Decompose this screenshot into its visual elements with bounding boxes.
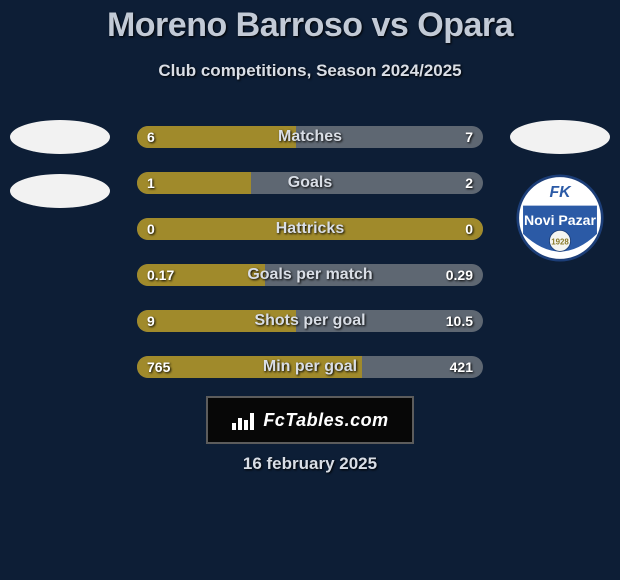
bars-icon [231,409,257,431]
value-right: 0.29 [446,264,473,286]
value-right: 7 [465,126,473,148]
value-right: 421 [450,356,473,378]
value-right: 0 [465,218,473,240]
svg-text:FK: FK [549,184,572,201]
stat-row: 1Goals2 [137,172,483,194]
right-team-logos: FK Novi Pazar 1928 [510,120,610,262]
stat-row: 0Hattricks0 [137,218,483,240]
value-right: 10.5 [446,310,473,332]
fctables-label: FcTables.com [263,410,388,431]
stat-rows: 6Matches7 1Goals2 0Hattricks0 0.17Goals per… [137,126,483,402]
row-label: Hattricks [137,218,483,240]
svg-text:Novi Pazar: Novi Pazar [524,212,597,228]
team-logo-placeholder [10,174,110,208]
row-label: Goals per match [137,264,483,286]
fctables-badge: FcTables.com [206,396,414,444]
svg-text:1928: 1928 [551,237,569,246]
team-logo-placeholder [10,120,110,154]
date-label: 16 february 2025 [0,454,620,474]
page-title: Moreno Barroso vs Opara [0,0,620,45]
row-label: Goals [137,172,483,194]
stat-row: 6Matches7 [137,126,483,148]
value-right: 2 [465,172,473,194]
row-label: Matches [137,126,483,148]
container: Moreno Barroso vs Opara Club competition… [0,0,620,580]
left-team-logos [10,120,110,228]
stat-row: 0.17Goals per match0.29 [137,264,483,286]
stat-row: 9Shots per goal10.5 [137,310,483,332]
stat-row: 765Min per goal421 [137,356,483,378]
row-label: Shots per goal [137,310,483,332]
team-logo-placeholder [510,120,610,154]
row-label: Min per goal [137,356,483,378]
subtitle: Club competitions, Season 2024/2025 [0,61,620,81]
team-shield-logo: FK Novi Pazar 1928 [516,174,604,262]
